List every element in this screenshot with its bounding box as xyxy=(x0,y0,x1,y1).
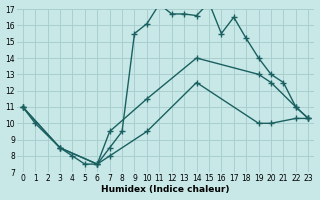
X-axis label: Humidex (Indice chaleur): Humidex (Indice chaleur) xyxy=(101,185,230,194)
